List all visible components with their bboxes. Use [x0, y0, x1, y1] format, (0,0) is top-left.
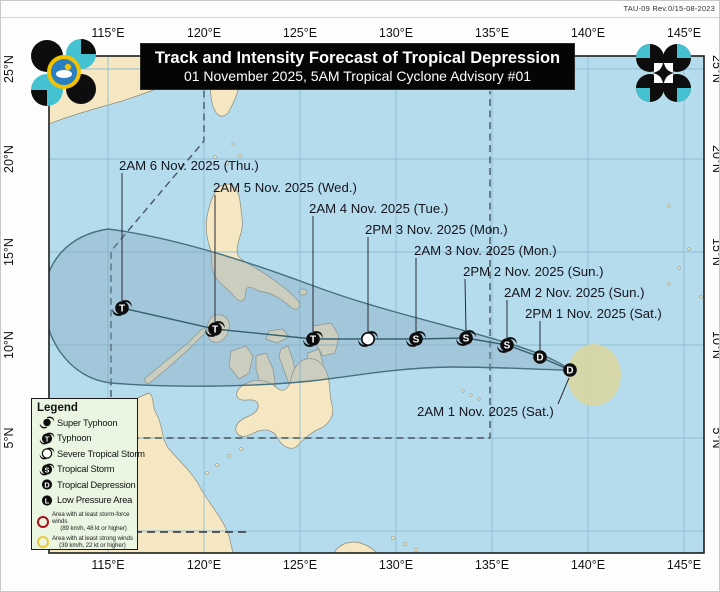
lat-label-right: 25°N: [710, 55, 720, 83]
grid-layer: [49, 56, 704, 553]
track-point-D: [533, 350, 547, 364]
label-layer: 2AM 1 Nov. 2025 (Sat.) 2PM 1 Nov. 2025 (S…: [119, 158, 662, 419]
forecast-time-label: 2PM 1 Nov. 2025 (Sat.): [525, 306, 662, 321]
land-luzon: [205, 183, 300, 310]
legend-title: Legend: [37, 402, 78, 414]
land-panay: [228, 345, 254, 380]
legend-item: Tropical Storm: [37, 462, 135, 478]
D-symbol-icon: [41, 479, 53, 490]
STY-symbol-icon: [37, 414, 57, 431]
land-palawan: [143, 326, 208, 385]
T-symbol-icon: [37, 430, 57, 447]
legend-item-label: Low Pressure Area: [57, 495, 133, 506]
STS-symbol-icon: [37, 445, 57, 462]
legend-wind-area: Area with at least storm-force winds (89 …: [37, 511, 135, 532]
land-sulawesi: [333, 541, 378, 553]
forecast-time-label: 2PM 2 Nov. 2025 (Sun.): [463, 264, 604, 279]
legend: Legend Super Typhoon Typhoon Severe Tropic…: [31, 398, 145, 550]
legend-item: Typhoon: [37, 431, 135, 447]
lat-label-left: 25°N: [2, 55, 16, 83]
page-divider: [1, 17, 719, 18]
lon-label-bottom: 130°E: [379, 558, 413, 572]
wind-area-label: Area with at least strong winds (39 km/h,…: [52, 535, 133, 549]
lon-label-bottom: 135°E: [475, 558, 509, 572]
lon-label-top: 115°E: [91, 26, 124, 40]
lon-label-top: 145°E: [667, 26, 701, 40]
lat-label-left: 10°N: [2, 331, 16, 359]
lat-label-right: 15°N: [710, 238, 720, 266]
leader-line: [557, 377, 570, 405]
legend-item: Severe Tropical Storm: [37, 445, 145, 462]
lon-label-top: 120°E: [187, 26, 221, 40]
strong-wind-area-circle: [567, 344, 621, 406]
legend-item: Tropical Depression: [37, 477, 136, 493]
legend-item-label: Tropical Depression: [57, 479, 136, 490]
pagasa-geometric-logo: [636, 44, 691, 102]
wind-area-label: Area with at least storm-force winds (89 …: [52, 511, 130, 532]
document-reference: TAU-09 Rev.0/15-08-2023: [623, 4, 715, 13]
lat-label-left: 20°N: [2, 145, 16, 173]
land-catanduanes: [298, 288, 308, 296]
forecast-time-label: 2AM 6 Nov. 2025 (Thu.): [119, 158, 259, 173]
forecast-time-label: 2AM 3 Nov. 2025 (Mon.): [414, 243, 557, 258]
forecast-time-label: 2AM 4 Nov. 2025 (Tue.): [309, 201, 448, 216]
legend-item-label: Severe Tropical Storm: [57, 448, 145, 459]
forecast-time-label: 2AM 2 Nov. 2025 (Sun.): [504, 285, 645, 300]
lon-label-bottom: 145°E: [667, 558, 701, 572]
wind-area-circle-icon: [37, 515, 49, 528]
wind-area-circle-icon: [37, 536, 49, 548]
lat-label-right: 5°N: [710, 428, 720, 449]
axis-labels: 115°E 115°E 120°E 120°E 125°E 125°E 130°E 130°E…: [2, 26, 720, 572]
lat-label-right: 10°N: [710, 331, 720, 359]
forecast-time-label: 2AM 5 Nov. 2025 (Wed.): [213, 180, 357, 195]
lat-label-left: 5°N: [2, 428, 16, 449]
forecast-time-label: 2PM 3 Nov. 2025 (Mon.): [365, 222, 508, 237]
track-layer: [112, 300, 577, 377]
par-boundary: [110, 56, 491, 439]
legend-wind-area: Area with at least strong winds (39 km/h,…: [37, 535, 135, 549]
pagasa-seal-logo: [31, 39, 96, 106]
lon-label-top: 135°E: [475, 26, 509, 40]
lon-label-bottom: 125°E: [283, 558, 317, 572]
legend-item-label: Typhoon: [57, 433, 92, 444]
lon-label-top: 140°E: [571, 26, 605, 40]
map-title: Track and Intensity Forecast of Tropical…: [154, 48, 561, 67]
legend-item: Low Pressure Area: [37, 493, 135, 509]
lon-label-bottom: 120°E: [187, 558, 221, 572]
lat-label-left: 15°N: [2, 238, 16, 266]
lat-label-right: 20°N: [710, 145, 720, 173]
legend-item-label: Super Typhoon: [57, 417, 118, 428]
leader-line: [464, 278, 467, 332]
small-islands: [205, 142, 703, 553]
map-title-block: Track and Intensity Forecast of Tropical…: [141, 44, 574, 89]
lon-label-top: 125°E: [283, 26, 317, 40]
legend-item: Super Typhoon: [37, 415, 135, 431]
lon-label-bottom: 115°E: [91, 558, 124, 572]
forecast-time-label: 2AM 1 Nov. 2025 (Sat.): [417, 404, 554, 419]
track-point-D-current: [563, 363, 577, 377]
S-symbol-icon: [37, 461, 57, 478]
lon-label-top: 130°E: [379, 26, 413, 40]
lon-label-bottom: 140°E: [571, 558, 605, 572]
legend-item-label: Tropical Storm: [57, 464, 115, 475]
L-symbol-icon: [41, 495, 53, 506]
map-subtitle: 01 November 2025, 5AM Tropical Cyclone A…: [183, 67, 532, 84]
